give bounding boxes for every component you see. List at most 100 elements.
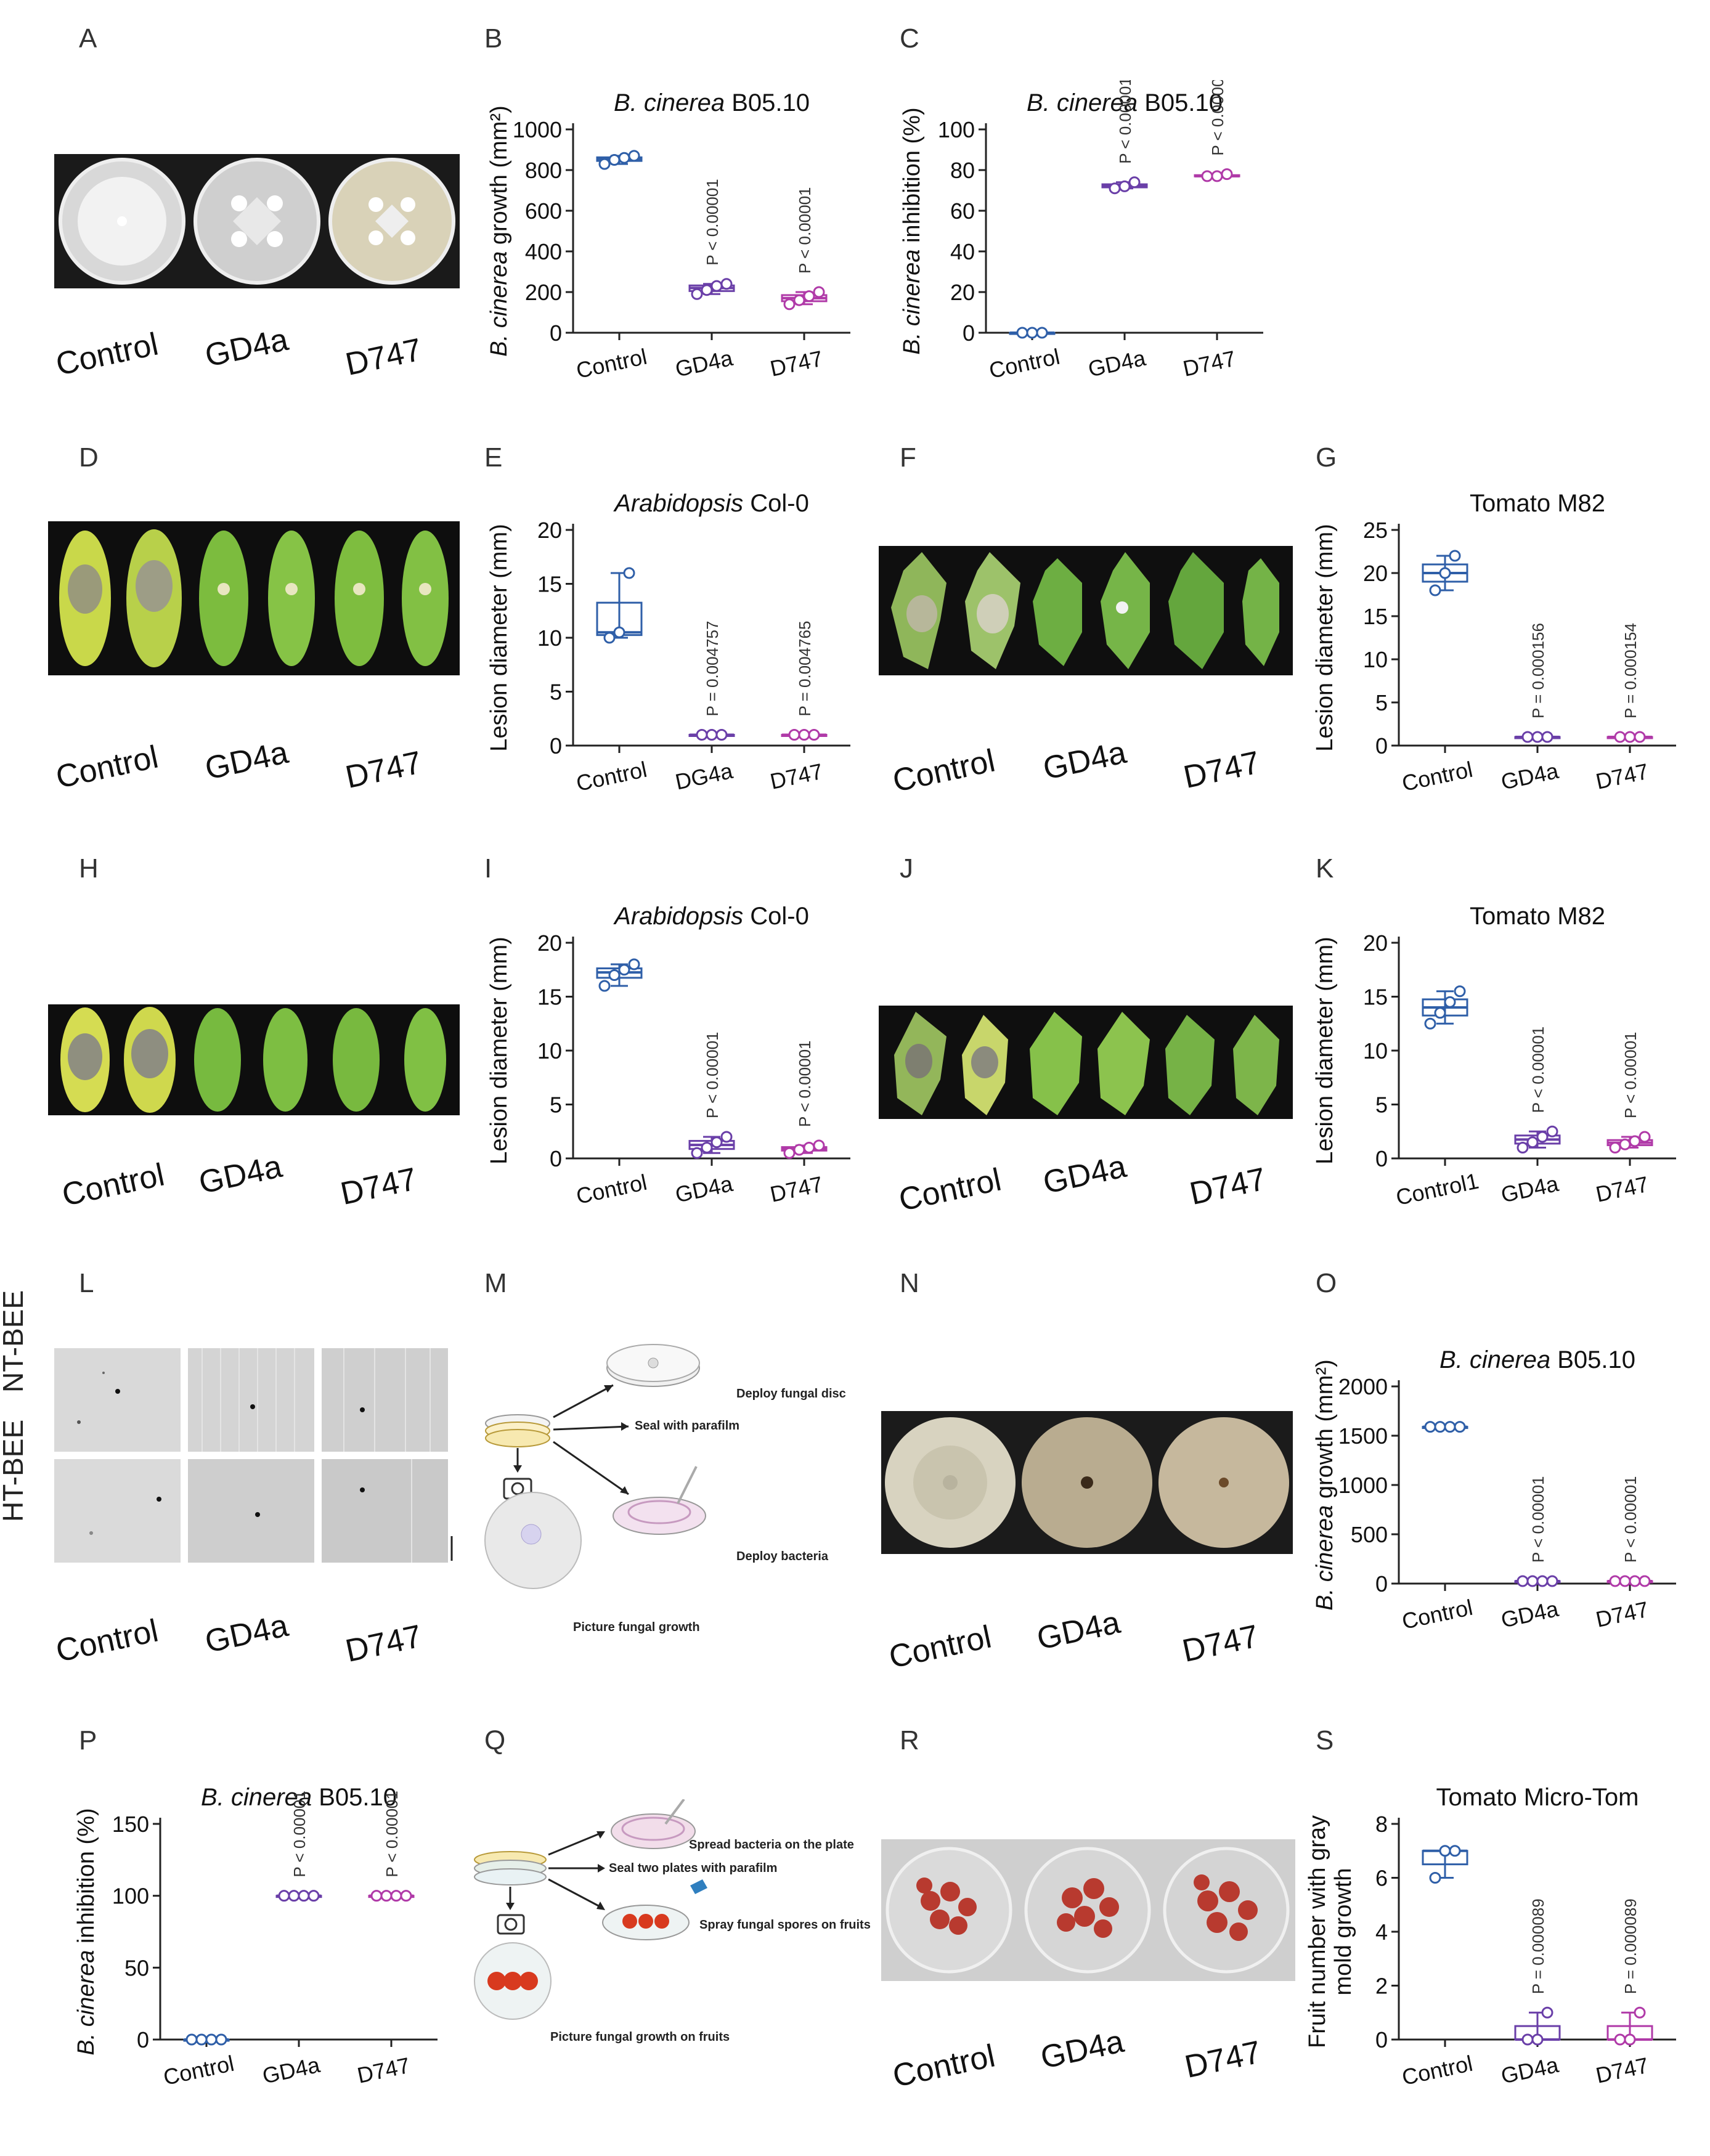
- chart-p: B. cinerea B05.10 B. cinerea inhibition (…: [73, 1784, 438, 2090]
- data-point: [1444, 1421, 1456, 1433]
- chart-title: B. cinerea B05.10: [614, 89, 810, 116]
- data-point: [298, 1890, 310, 1902]
- x-tick-label: GD4a: [1086, 345, 1148, 382]
- data-point: [1434, 1007, 1446, 1019]
- data-point: [618, 152, 630, 164]
- leaves-image-h: [48, 1004, 460, 1115]
- microscopy-grid-l: [54, 1348, 453, 1563]
- p-value-annotation: P < 0.00001: [703, 179, 722, 266]
- y-tick-label: 15: [537, 572, 562, 597]
- data-point: [278, 1890, 290, 1902]
- panel-letter-i: I: [484, 853, 492, 884]
- chart-s: Tomato Micro-Tom Fruit number with gray mo…: [1306, 1784, 1676, 2090]
- data-point: [1531, 731, 1544, 743]
- data-point: [598, 980, 611, 992]
- x-tick-label: Control: [1399, 2051, 1475, 2090]
- y-tick-label: 15: [537, 985, 562, 1010]
- data-point: [1639, 1131, 1651, 1143]
- y-axis-label: Fruit number with gray: [1306, 1815, 1330, 2048]
- x-tick-label: Control: [161, 2051, 236, 2090]
- y-tick-label: 6: [1375, 1866, 1388, 1891]
- data-point: [1026, 327, 1038, 339]
- data-point: [813, 1139, 825, 1152]
- y-tick-label: 5: [550, 680, 562, 705]
- caption-d747: D747: [1180, 744, 1263, 796]
- x-tick-label: GD4a: [673, 1171, 735, 1208]
- panel-letter-m: M: [484, 1268, 507, 1298]
- p-value-annotation: P = 0.000156: [1529, 623, 1547, 718]
- step-deploy-fungal-disc: Deploy fungal disc: [736, 1387, 846, 1401]
- data-point: [803, 290, 815, 303]
- data-point: [793, 1144, 805, 1156]
- caption-control: Control: [895, 1161, 1004, 1219]
- data-point: [628, 958, 640, 970]
- x-tick-label: GD4a: [1499, 1596, 1561, 1633]
- y-tick-label: 2: [1375, 1974, 1388, 1999]
- p-value-annotation: P = 0.000089: [1621, 1898, 1640, 1994]
- data-point: [1016, 327, 1028, 339]
- p-value-annotation: P = 0.000089: [1529, 1898, 1547, 1994]
- y-tick-label: 600: [525, 198, 562, 224]
- leaves-image-d: [48, 521, 460, 675]
- p-value-annotation: P < 0.00001: [1621, 1032, 1640, 1119]
- data-point: [1619, 1575, 1631, 1587]
- data-point: [370, 1890, 383, 1902]
- y-axis-label-line2: mold growth: [1330, 1868, 1356, 1996]
- data-point: [1449, 1845, 1461, 1857]
- panel-letter-q: Q: [484, 1725, 506, 1755]
- data-point: [1424, 1017, 1436, 1030]
- x-tick-label: Control1: [1394, 1168, 1481, 1210]
- data-point: [1429, 584, 1441, 596]
- y-tick-label: 10: [1363, 647, 1388, 672]
- step-seal-two-plates: Seal two plates with parafilm: [609, 1861, 777, 1875]
- step-picture-fungal-growth-fruits: Picture fungal growth on fruits: [550, 2030, 730, 2044]
- chart-b: B. cinerea B05.10 B. cinerea growth (mm²)…: [486, 89, 850, 383]
- step-spray-fungal-spores: Spray fungal spores on fruits: [699, 1918, 871, 1932]
- row-label-ht-bee: HT-BEE: [0, 1419, 29, 1522]
- chart-c: B. cinerea B05.10 B. cinerea inhibition (…: [899, 80, 1263, 383]
- y-tick-label: 0: [550, 1146, 562, 1171]
- p-value-annotation: P < 0.00001: [1208, 80, 1227, 156]
- data-point: [691, 288, 703, 300]
- data-point: [1526, 1575, 1539, 1587]
- data-point: [720, 1131, 733, 1143]
- x-tick-label: D747: [1594, 759, 1651, 794]
- y-tick-label: 5: [550, 1092, 562, 1118]
- caption-control: Control: [889, 742, 998, 800]
- y-tick-label: 80: [950, 158, 975, 183]
- y-tick-label: 20: [537, 930, 562, 956]
- chart-title: Arabidopsis Col-0: [613, 490, 809, 517]
- data-point: [1546, 1125, 1558, 1137]
- y-tick-label: 25: [1363, 518, 1388, 543]
- caption-gd4a: GD4a: [1040, 734, 1130, 787]
- caption-gd4a: GD4a: [202, 1608, 291, 1661]
- chart-title: Tomato M82: [1470, 490, 1605, 517]
- data-point: [205, 2033, 218, 2046]
- x-tick-label: D747: [768, 759, 825, 794]
- p-value-annotation: P < 0.00001: [1529, 1476, 1547, 1563]
- data-point: [710, 280, 723, 292]
- panel-letter-j: J: [900, 853, 913, 884]
- y-tick-label: 200: [525, 280, 562, 305]
- p-value-annotation: P < 0.00001: [290, 1791, 309, 1877]
- step-spread-bacteria: Spread bacteria on the plate: [689, 1838, 854, 1852]
- data-point: [1118, 180, 1131, 192]
- panel-letter-d: D: [79, 442, 99, 473]
- data-point: [1624, 2033, 1636, 2046]
- p-value-annotation: P < 0.00001: [703, 1032, 722, 1119]
- tomato-leaves-photo-j: [879, 1006, 1293, 1119]
- panel-letter-r: R: [900, 1725, 919, 1755]
- data-point: [1546, 1575, 1558, 1587]
- y-axis-label: B. cinerea inhibition (%): [73, 1808, 99, 2055]
- x-tick-label: DG4a: [673, 758, 735, 795]
- data-point: [1531, 2033, 1544, 2046]
- x-tick-label: GD4a: [1499, 2052, 1561, 2089]
- p-value-annotation: P < 0.00001: [383, 1791, 401, 1877]
- data-point: [380, 1890, 393, 1902]
- data-point: [1541, 731, 1553, 743]
- data-point: [1439, 567, 1451, 579]
- chart-title: B. cinerea B05.10: [1027, 89, 1223, 116]
- panel-letter-o: O: [1316, 1268, 1337, 1298]
- y-tick-label: 0: [137, 2027, 149, 2052]
- caption-d747: D747: [342, 1618, 425, 1670]
